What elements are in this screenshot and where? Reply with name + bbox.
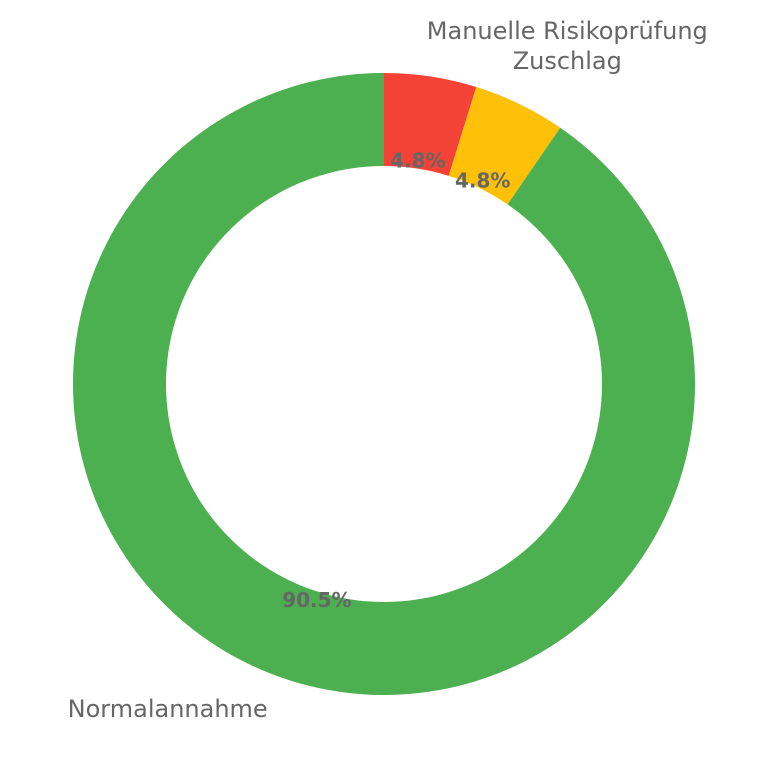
slice-1-value-label: 4.8%	[390, 149, 445, 173]
slice-3-value-label: 90.5%	[282, 588, 351, 612]
category-label-2: Zuschlag	[513, 47, 622, 75]
slice-1	[384, 73, 477, 176]
labels-group: 4.8% 4.8% 90.5% Manuelle RisikoprüfungZusch…	[68, 17, 708, 723]
slice-2	[448, 87, 561, 205]
category-label-3: Normalannahme	[68, 695, 268, 723]
slice-3	[73, 73, 696, 695]
slice-2-value-label: 4.8%	[455, 169, 510, 193]
slices-group	[73, 73, 696, 695]
category-label-1: Manuelle Risikoprüfung	[427, 17, 708, 45]
